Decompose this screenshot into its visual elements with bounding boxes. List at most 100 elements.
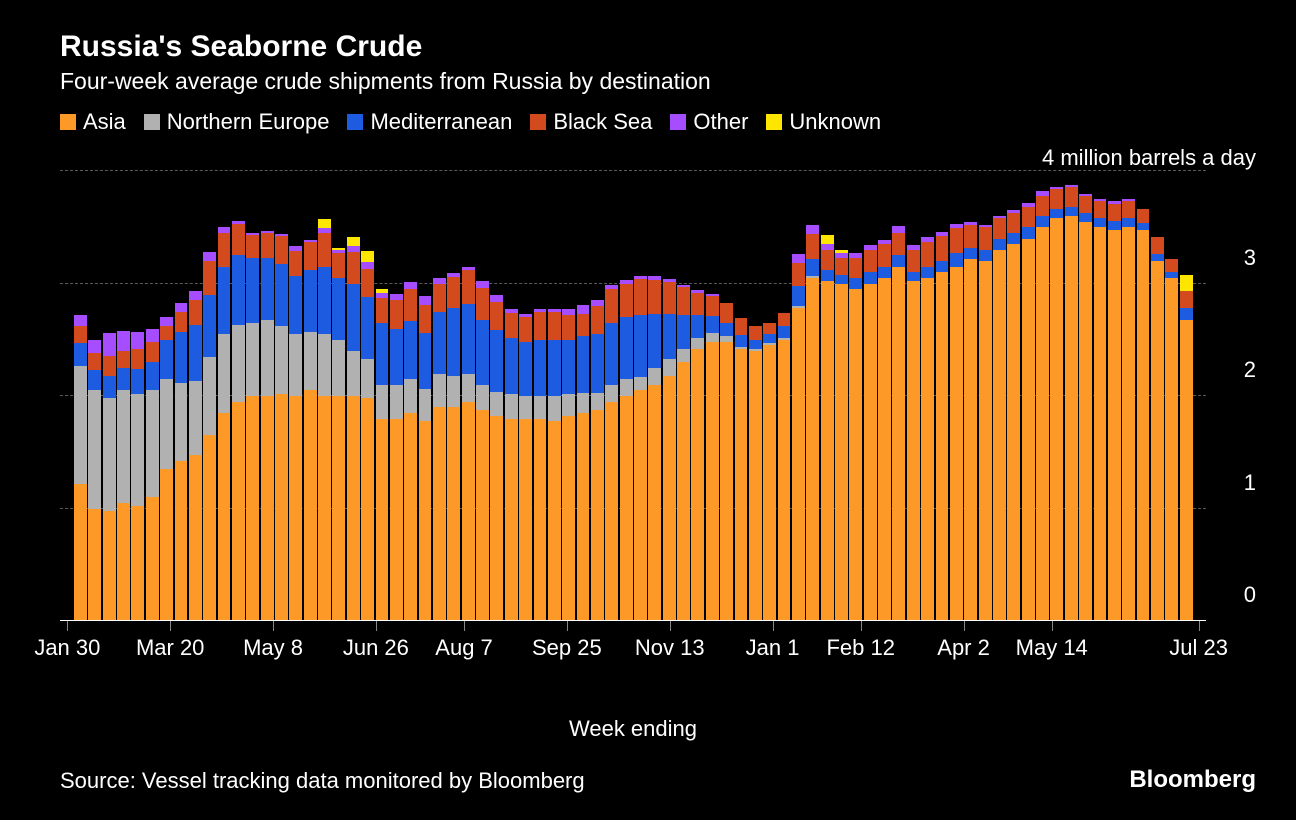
bar-segment-asia: [232, 402, 245, 621]
x-axis: Jan 30Mar 20May 8Jun 26Aug 7Sep 25Nov 13…: [60, 621, 1206, 668]
bar-segment-neur: [347, 351, 360, 396]
bar: [1036, 171, 1049, 621]
bar: [835, 171, 848, 621]
bar-segment-asia: [864, 284, 877, 622]
bar-segment-blk: [605, 289, 618, 323]
bar-segment-blk: [677, 287, 690, 315]
bar: [763, 171, 776, 621]
bar: [275, 171, 288, 621]
bar-segment-med: [131, 369, 144, 394]
bar-segment-asia: [792, 308, 805, 621]
bar-segment-asia: [648, 385, 661, 621]
bar-segment-neur: [562, 394, 575, 417]
bar-segment-blk: [1079, 196, 1092, 213]
bar-segment-neur: [462, 374, 475, 402]
bar-segment-neur: [433, 374, 446, 408]
bar-segment-blk: [404, 289, 417, 321]
bar-segment-med: [1137, 223, 1150, 230]
bar-segment-neur: [74, 366, 87, 484]
bar-segment-asia: [878, 278, 891, 621]
bar-segment-blk: [1180, 291, 1193, 308]
bar-segment-neur: [519, 396, 532, 419]
bar-segment-asia: [821, 281, 834, 621]
bar: [849, 171, 862, 621]
bar-segment-blk: [1137, 209, 1150, 223]
bar-segment-med: [763, 334, 776, 343]
bar-segment-med: [892, 255, 905, 266]
bar-segment-blk: [1094, 201, 1107, 218]
bar-segment-neur: [304, 332, 317, 391]
legend-label: Mediterranean: [370, 109, 512, 135]
x-tick: [67, 621, 68, 631]
bar-segment-med: [778, 326, 791, 337]
bar-segment-asia: [376, 419, 389, 622]
legend-label: Unknown: [789, 109, 881, 135]
legend-label: Other: [693, 109, 748, 135]
bar-segment-neur: [146, 390, 159, 497]
legend: AsiaNorthern EuropeMediterraneanBlack Se…: [60, 109, 1256, 135]
bar-segment-blk: [892, 233, 905, 256]
bar: [519, 171, 532, 621]
bar-segment-oth: [146, 329, 159, 343]
bar-segment-asia: [993, 250, 1006, 621]
bar-segment-blk: [218, 233, 231, 267]
bar-segment-blk: [117, 351, 130, 368]
bar-segment-med: [1050, 209, 1063, 218]
bar-segment-neur: [203, 357, 216, 436]
bar-segment-med: [1036, 216, 1049, 227]
bar-segment-med: [519, 342, 532, 396]
bar-segment-med: [677, 315, 690, 349]
bar-segment-asia: [261, 396, 274, 621]
legend-item: Asia: [60, 109, 126, 135]
bar-segment-blk: [878, 244, 891, 267]
bar-segment-neur: [476, 385, 489, 410]
bar-segment-neur: [706, 333, 719, 342]
bar: [103, 171, 116, 621]
bar-segment-asia: [1122, 227, 1135, 621]
bar: [1094, 171, 1107, 621]
bar-segment-med: [1180, 308, 1193, 319]
x-tick-label: Mar 20: [136, 635, 204, 661]
bar-segment-med: [74, 343, 87, 366]
bar-segment-blk: [1065, 187, 1078, 207]
bar-segment-unk: [318, 219, 331, 228]
bar-segment-med: [117, 368, 130, 391]
bar-segment-neur: [261, 320, 274, 397]
bar-segment-med: [347, 284, 360, 352]
x-tick-label: Nov 13: [635, 635, 705, 661]
bar-segment-blk: [189, 300, 202, 325]
bar-segment-asia: [462, 402, 475, 621]
bar-segment-med: [907, 272, 920, 281]
x-tick-label: May 14: [1016, 635, 1088, 661]
bar-segment-oth: [806, 225, 819, 234]
brand-logo: Bloomberg: [1129, 766, 1256, 794]
x-tick-label: Jul 23: [1169, 635, 1228, 661]
bar-segment-blk: [160, 326, 173, 340]
bar-segment-blk: [476, 288, 489, 320]
bar: [778, 171, 791, 621]
bar-segment-med: [490, 330, 503, 392]
bar-segment-asia: [577, 413, 590, 621]
bar: [806, 171, 819, 621]
bar-segment-neur: [620, 379, 633, 396]
bar-segment-med: [146, 362, 159, 390]
bar: [950, 171, 963, 621]
bar-segment-blk: [376, 298, 389, 323]
bar-segment-med: [534, 340, 547, 396]
bar-segment-asia: [74, 484, 87, 621]
bars-group: [74, 171, 1192, 621]
bar-segment-asia: [1079, 222, 1092, 621]
bar-segment-med: [304, 270, 317, 332]
bar: [189, 171, 202, 621]
bar-segment-asia: [332, 396, 345, 621]
bar-segment-blk: [462, 270, 475, 304]
bar: [218, 171, 231, 621]
bar: [648, 171, 661, 621]
bar-segment-asia: [419, 421, 432, 621]
legend-item: Other: [670, 109, 748, 135]
bar-segment-blk: [534, 312, 547, 340]
bar: [562, 171, 575, 621]
bar-segment-med: [390, 329, 403, 385]
bar-segment-med: [878, 267, 891, 278]
bar-segment-neur: [289, 334, 302, 396]
